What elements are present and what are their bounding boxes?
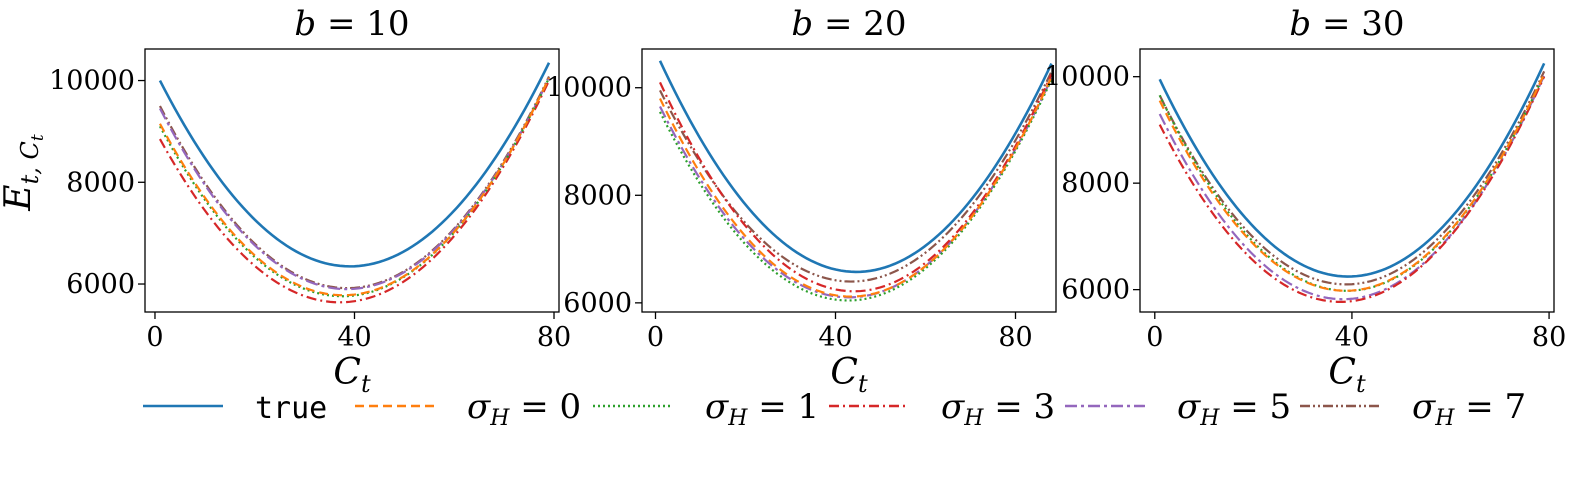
legend-item-sigma-3: σH = 3 (829, 387, 1055, 431)
series-line-true (158, 62, 551, 268)
chart-panel-2: 0 40 80 6000 8000 10000 b = 20 Ct (546, 4, 1057, 398)
legend-item-sigma-5: σH = 5 (1065, 387, 1291, 431)
chart-panel-3: 0 40 80 6000 8000 10000 b = 30 Ct (1044, 4, 1566, 398)
series-group (158, 62, 551, 304)
x-tick-label: 40 (1335, 322, 1369, 353)
y-tick-label: 6000 (1061, 275, 1130, 306)
legend: true σH = 0 σH = 1 σH = 3 σH = 5 σH = 7 (143, 387, 1526, 431)
x-axis-label: Ct (1328, 352, 1366, 398)
legend-item-sigma-1: σH = 1 (593, 387, 819, 431)
x-tick-label: 40 (818, 322, 852, 353)
series-line-sigma-5 (659, 71, 1053, 283)
x-tick-label: 0 (146, 322, 163, 353)
legend-label: σH = 1 (705, 387, 819, 431)
series-line-true (1158, 62, 1546, 278)
legend-item-sigma-7: σH = 7 (1300, 387, 1526, 431)
legend-label: σH = 7 (1412, 387, 1526, 431)
y-tick-label: 10000 (1044, 62, 1130, 93)
series-line-sigma-5 (1158, 70, 1546, 286)
x-tick-label: 40 (337, 322, 371, 353)
panel-title: b = 30 (1289, 4, 1404, 44)
legend-label: σH = 3 (941, 387, 1055, 431)
x-tick-label: 0 (1146, 322, 1163, 353)
legend-item-sigma-0: σH = 0 (355, 387, 581, 431)
plot-frame (144, 48, 560, 313)
series-line-sigma-1 (1158, 73, 1546, 292)
legend-label: true (255, 391, 327, 426)
plot-frame (1139, 48, 1555, 313)
series-line-sigma-4 (659, 77, 1053, 299)
series-line-sigma-4 (1158, 75, 1546, 301)
x-tick-label: 80 (998, 322, 1032, 353)
x-tick-label: 80 (537, 322, 571, 353)
series-line-sigma-4 (158, 77, 551, 291)
y-axis-label: Et, Ct (0, 134, 48, 212)
plot-frame (641, 48, 1057, 313)
panel-title: b = 20 (791, 4, 906, 44)
x-axis-label: Ct (830, 352, 868, 398)
chart-panel-1: 0 40 80 6000 8000 10000 b = 10 Ct (49, 4, 571, 398)
series-group (658, 60, 1053, 302)
legend-label: σH = 0 (467, 387, 581, 431)
y-tick-label: 8000 (66, 167, 135, 198)
x-tick-label: 80 (1532, 322, 1566, 353)
series-line-sigma-1 (659, 76, 1053, 298)
series-line-true (658, 60, 1053, 274)
series-line-sigma-3 (158, 80, 551, 304)
series-line-sigma-3 (1158, 76, 1546, 303)
y-tick-label: 10000 (546, 73, 632, 104)
y-tick-label: 8000 (1061, 168, 1130, 199)
legend-item-true: true (143, 391, 327, 426)
series-line-sigma-3 (659, 73, 1053, 293)
series-line-sigma-2 (158, 77, 551, 298)
y-tick-label: 8000 (563, 180, 632, 211)
series-group (1158, 62, 1546, 303)
series-line-sigma-1 (158, 77, 551, 297)
x-tick-label: 0 (647, 322, 664, 353)
x-axis-label: Ct (333, 352, 371, 398)
y-tick-label: 10000 (49, 66, 135, 97)
series-line-sigma-2 (659, 79, 1053, 302)
legend-label: σH = 5 (1177, 387, 1291, 431)
panel-title: b = 10 (294, 4, 409, 44)
y-tick-label: 6000 (563, 288, 632, 319)
y-tick-label: 6000 (66, 269, 135, 300)
